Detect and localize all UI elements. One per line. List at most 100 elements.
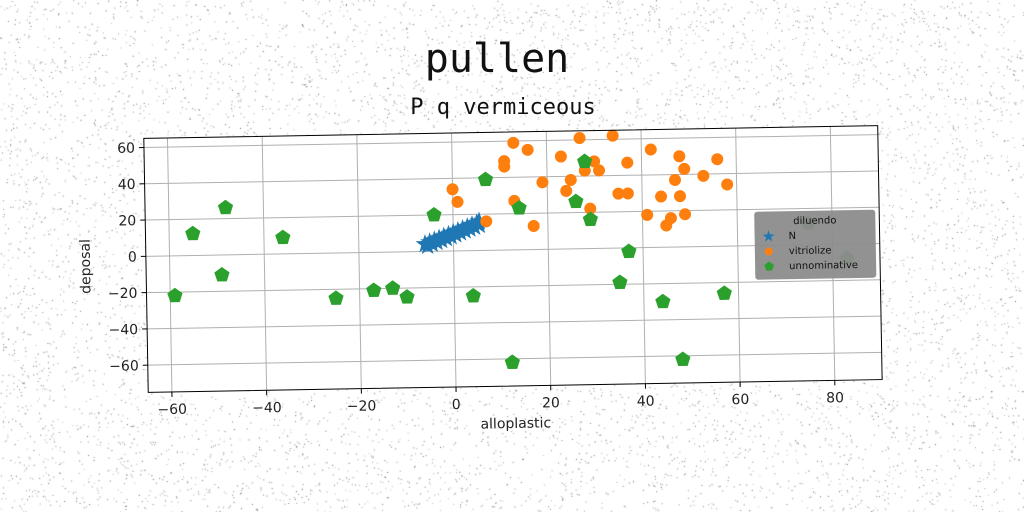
y-tick-label: 60 bbox=[117, 141, 135, 157]
x-grid-line bbox=[640, 129, 646, 384]
pentagon-point bbox=[185, 225, 201, 241]
circle-point bbox=[536, 176, 549, 189]
pentagon-point bbox=[621, 243, 637, 259]
legend-title: diluendo bbox=[793, 215, 836, 227]
circle-point bbox=[554, 150, 567, 163]
x-axis-ticks: −60 −40 −20 0 20 40 60 80 bbox=[157, 380, 844, 418]
y-tick-label: −20 bbox=[108, 286, 138, 303]
circle-point bbox=[451, 195, 464, 208]
circle-point bbox=[498, 160, 511, 173]
x-tick-label: 60 bbox=[731, 392, 749, 408]
circle-point bbox=[560, 184, 573, 197]
pentagon-point bbox=[214, 266, 230, 282]
circle-point bbox=[721, 178, 734, 191]
circle-point bbox=[678, 162, 691, 175]
series-vitriolize bbox=[446, 129, 734, 232]
star-point bbox=[460, 218, 480, 238]
pentagon-point bbox=[504, 354, 520, 369]
circle-point bbox=[527, 219, 540, 232]
circle-point bbox=[679, 208, 692, 221]
pentagon-point bbox=[385, 280, 401, 295]
circle-point bbox=[521, 143, 534, 156]
circle-point bbox=[673, 150, 686, 163]
legend-label: vitriolize bbox=[789, 245, 832, 257]
pentagon-point bbox=[655, 293, 671, 309]
x-tick-label: −20 bbox=[347, 398, 377, 415]
x-tick-label: −40 bbox=[252, 400, 282, 417]
x-grid-line bbox=[356, 134, 362, 389]
y-grid-line bbox=[146, 279, 881, 294]
circle-point bbox=[641, 208, 654, 221]
circle-point bbox=[593, 164, 606, 177]
circle-point bbox=[655, 190, 668, 203]
star-point bbox=[417, 235, 437, 255]
y-tick-label: 0 bbox=[128, 249, 137, 265]
star-point bbox=[441, 226, 461, 245]
x-grid-line bbox=[261, 136, 268, 391]
circle-point bbox=[573, 132, 586, 145]
star-point bbox=[432, 230, 452, 249]
pentagon-point bbox=[582, 211, 598, 227]
x-tick-label: 40 bbox=[637, 394, 655, 410]
pentagon-point bbox=[477, 171, 494, 187]
y-axis-ticks: −60 −40 −20 0 20 40 60 bbox=[108, 141, 148, 375]
pentagon-point bbox=[167, 287, 183, 303]
pentagon-point bbox=[275, 229, 291, 245]
circle-point bbox=[612, 187, 625, 200]
x-tick-label: 0 bbox=[452, 397, 461, 413]
pentagon-point bbox=[568, 193, 584, 209]
x-tick-label: −60 bbox=[157, 402, 187, 419]
x-axis-label: alloplastic bbox=[480, 415, 551, 432]
pentagon-point bbox=[426, 206, 442, 222]
plot-frame bbox=[143, 125, 883, 393]
star-point bbox=[450, 222, 470, 241]
pentagon-point bbox=[217, 199, 234, 215]
pentagon-point bbox=[328, 290, 344, 305]
legend-label: N bbox=[789, 231, 797, 242]
plot-area: −60 −40 −20 0 20 40 60 80 −60 −40 −20 0 20 40 60 allo… bbox=[78, 125, 883, 433]
circle-point bbox=[668, 173, 681, 186]
circle-point bbox=[711, 153, 724, 166]
x-grid-line bbox=[451, 133, 457, 388]
circle-point bbox=[507, 136, 520, 149]
y-tick-label: −60 bbox=[109, 358, 139, 375]
star-point bbox=[464, 216, 484, 236]
x-grid-line bbox=[545, 131, 552, 386]
y-tick-label: 20 bbox=[118, 213, 136, 229]
legend-entry-N: N bbox=[762, 230, 797, 242]
pentagon-point bbox=[612, 274, 628, 290]
legend-entry-vitriolize: vitriolize bbox=[764, 245, 832, 257]
chart-subtitle: P q vermiceous bbox=[410, 95, 595, 120]
pentagon-point bbox=[577, 153, 593, 169]
pentagon-point bbox=[366, 282, 382, 297]
pentagon-point bbox=[399, 289, 415, 304]
circle-point bbox=[697, 169, 710, 182]
x-tick-label: 20 bbox=[542, 395, 560, 411]
legend-box bbox=[754, 209, 877, 280]
circle-point bbox=[564, 173, 577, 186]
chart-title: pullen bbox=[425, 36, 570, 82]
star-point bbox=[427, 232, 447, 251]
x-tick-label: 80 bbox=[826, 390, 844, 406]
y-tick-label: 40 bbox=[118, 177, 136, 193]
circle-point bbox=[584, 202, 597, 215]
legend-marker bbox=[762, 230, 775, 242]
y-tick-label: −40 bbox=[108, 322, 138, 339]
circle-point bbox=[644, 143, 657, 156]
legend-label: unnominative bbox=[789, 260, 858, 272]
circle-point bbox=[674, 190, 687, 203]
circle-point bbox=[606, 129, 619, 142]
legend-entry-unnominative: unnominative bbox=[764, 260, 858, 272]
series-N bbox=[415, 211, 489, 255]
pentagon-point bbox=[465, 287, 481, 303]
star-point bbox=[455, 220, 475, 239]
x-grid-line bbox=[166, 137, 173, 392]
pentagon-point bbox=[675, 351, 691, 367]
legend-marker bbox=[764, 261, 774, 271]
y-grid-line bbox=[144, 170, 879, 185]
star-point bbox=[436, 228, 456, 247]
circle-point bbox=[480, 215, 493, 228]
x-grid-line bbox=[735, 128, 741, 383]
